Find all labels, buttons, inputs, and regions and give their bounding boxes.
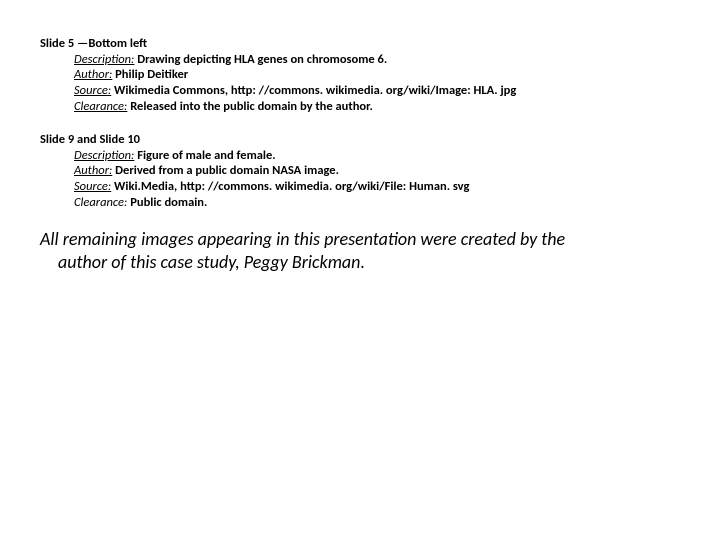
label-author: Author: (74, 163, 112, 178)
value-description: Figure of male and female. (137, 148, 275, 163)
credit-clearance: Clearance: Released into the public doma… (40, 99, 680, 115)
credit-block: Slide 5 —Bottom left Description: Drawin… (40, 36, 680, 114)
value-clearance: Released into the public domain by the a… (130, 99, 373, 114)
value-clearance: Public domain. (130, 195, 207, 210)
credit-title: Slide 5 —Bottom left (40, 36, 680, 52)
label-source: Source: (74, 179, 111, 194)
closing-line-2: author of this case study, Peggy Brickma… (40, 251, 680, 274)
value-source: Wikimedia Commons, http: //commons. wiki… (114, 83, 516, 98)
label-clearance: Clearance: (74, 99, 127, 114)
value-author: Philip Deitiker (115, 67, 188, 82)
credit-source: Source: Wiki.Media, http: //commons. wik… (40, 179, 680, 195)
label-description: Description: (74, 148, 134, 163)
closing-statement: All remaining images appearing in this p… (40, 228, 680, 273)
value-description: Drawing depicting HLA genes on chromosom… (137, 52, 387, 67)
label-source: Source: (74, 83, 111, 98)
credit-description: Description: Drawing depicting HLA genes… (40, 52, 680, 68)
label-author: Author: (74, 67, 112, 82)
credit-title: Slide 9 and Slide 10 (40, 132, 680, 148)
closing-line-1: All remaining images appearing in this p… (40, 228, 680, 251)
credit-author: Author: Derived from a public domain NAS… (40, 163, 680, 179)
credit-author: Author: Philip Deitiker (40, 67, 680, 83)
page-root: Slide 5 —Bottom left Description: Drawin… (0, 0, 720, 273)
label-clearance: Clearance: (74, 195, 127, 210)
value-author: Derived from a public domain NASA image. (115, 163, 339, 178)
credit-block: Slide 9 and Slide 10 Description: Figure… (40, 132, 680, 210)
credit-clearance: Clearance: Public domain. (40, 195, 680, 211)
label-description: Description: (74, 52, 134, 67)
credit-source: Source: Wikimedia Commons, http: //commo… (40, 83, 680, 99)
value-source: Wiki.Media, http: //commons. wikimedia. … (114, 179, 469, 194)
credit-description: Description: Figure of male and female. (40, 148, 680, 164)
